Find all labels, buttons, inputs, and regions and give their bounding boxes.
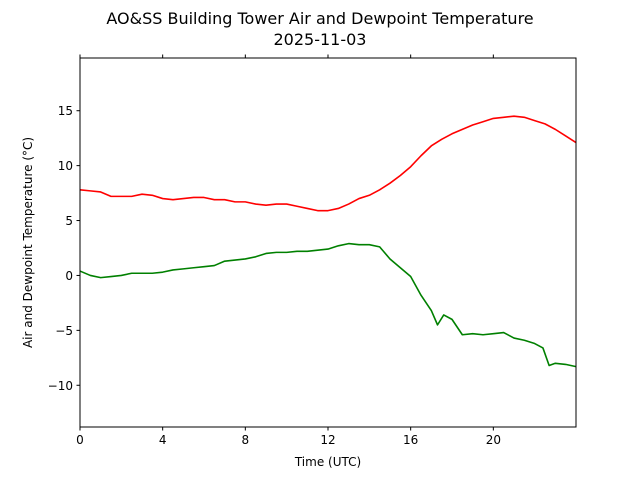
ticks-layer: 0 4 8 12 16 20 −10 −5 0 5 10 15 [48, 54, 501, 447]
plot-frame [79, 57, 577, 428]
x-tick-label: 12 [320, 433, 335, 447]
series-line-air-temperature [79, 115, 577, 212]
y-tick-label: 15 [58, 104, 73, 118]
chart-subtitle: 2025-11-03 [274, 30, 367, 49]
chart-title: AO&SS Building Tower Air and Dewpoint Te… [106, 9, 533, 28]
x-tick-label: 4 [159, 433, 167, 447]
y-tick-label: 0 [65, 269, 73, 283]
y-axis-label: Air and Dewpoint Temperature (°C) [21, 137, 35, 348]
x-tick-label: 16 [403, 433, 418, 447]
x-tick-label: 20 [486, 433, 501, 447]
series-line-dewpoint-temperature [79, 242, 577, 368]
series-layer [79, 115, 577, 368]
y-tick-label: −10 [48, 379, 73, 393]
y-tick-label: 5 [65, 214, 73, 228]
x-axis-label: Time (UTC) [294, 455, 361, 469]
x-tick-label: 0 [76, 433, 84, 447]
x-tick-label: 8 [242, 433, 250, 447]
y-tick-label: −5 [55, 324, 73, 338]
y-tick-label: 10 [58, 159, 73, 173]
